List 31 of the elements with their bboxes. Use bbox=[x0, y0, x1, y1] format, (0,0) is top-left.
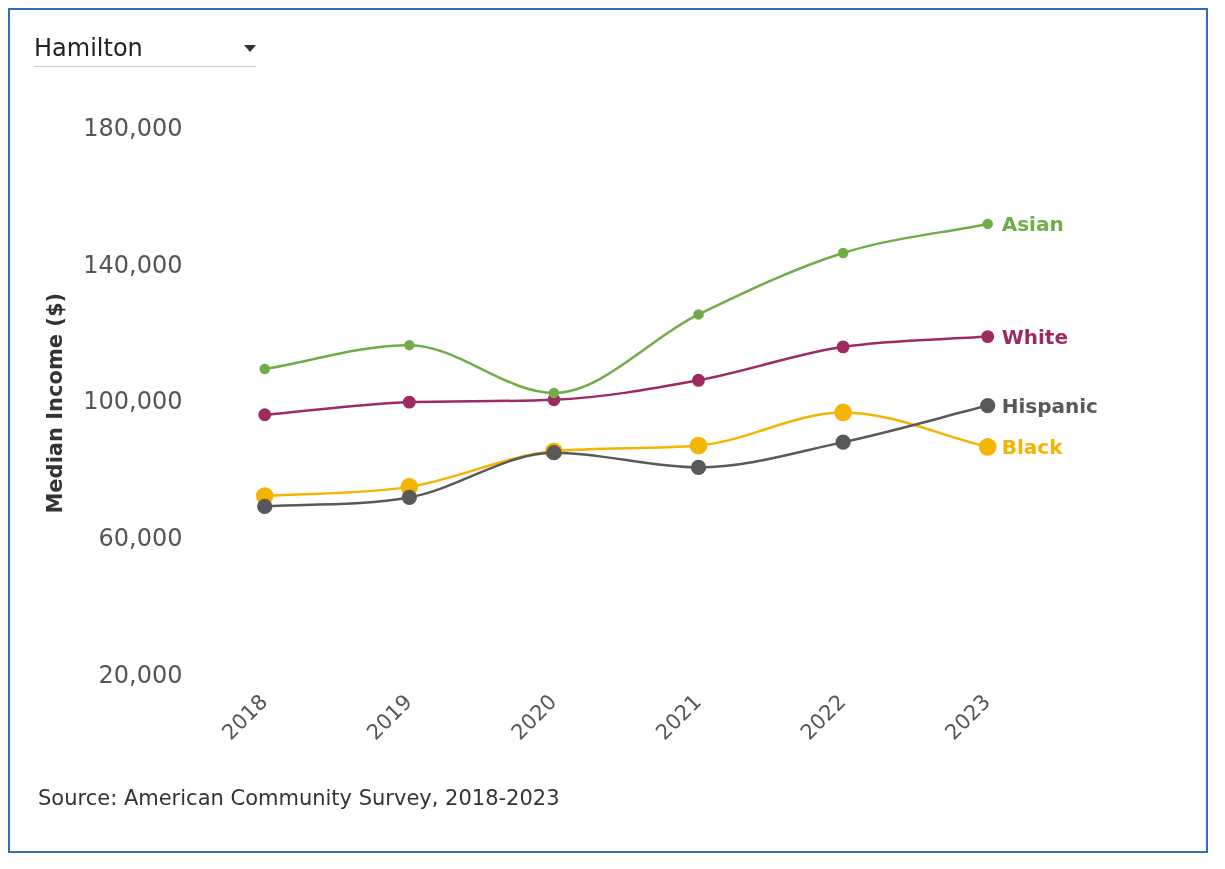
point bbox=[836, 340, 850, 354]
y-tick-label: 180,000 bbox=[83, 114, 183, 143]
point bbox=[982, 218, 993, 230]
series-label: Hispanic bbox=[1001, 393, 1098, 418]
point bbox=[689, 436, 708, 455]
point bbox=[404, 339, 415, 351]
source-note: Source: American Community Survey, 2018-2023 bbox=[38, 785, 561, 812]
point bbox=[401, 489, 417, 506]
point bbox=[548, 387, 560, 399]
series-label: White bbox=[1001, 324, 1068, 349]
point bbox=[978, 438, 997, 456]
y-tick-label: 20,000 bbox=[98, 660, 183, 689]
point bbox=[257, 498, 273, 514]
point bbox=[259, 363, 270, 375]
point bbox=[402, 395, 416, 409]
series-label: Asian bbox=[1001, 212, 1064, 237]
point bbox=[834, 403, 852, 422]
y-axis-title: Median Income ($) bbox=[43, 292, 68, 514]
point bbox=[258, 408, 272, 422]
point bbox=[692, 373, 705, 387]
point bbox=[835, 434, 851, 450]
chart-title: Hamilton bbox=[34, 34, 143, 62]
point bbox=[693, 309, 704, 320]
point bbox=[837, 247, 849, 259]
y-tick-label: 100,000 bbox=[83, 387, 183, 416]
point bbox=[980, 397, 996, 414]
y-tick-label: 140,000 bbox=[83, 250, 183, 279]
y-tick-label: 60,000 bbox=[98, 524, 183, 553]
point bbox=[690, 459, 707, 476]
series-label: Black bbox=[1001, 435, 1064, 460]
point bbox=[981, 330, 995, 344]
